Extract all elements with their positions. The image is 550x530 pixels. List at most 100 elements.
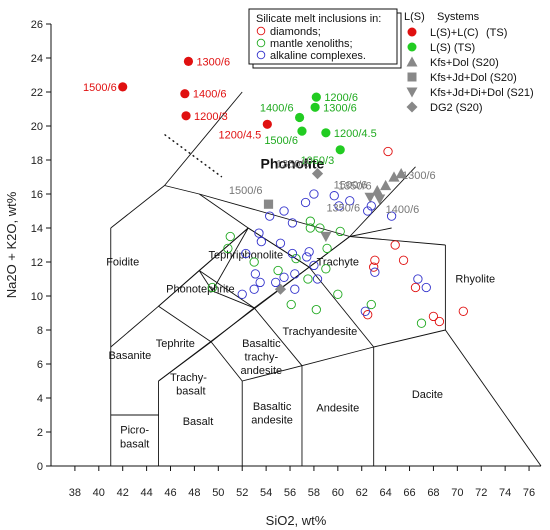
legend-item-suffix: (TS): [486, 27, 507, 39]
legend-item-label: L(S)+L(C): [430, 27, 479, 39]
point-annotation: 1400/6: [386, 204, 420, 216]
axes: 38 40 42 44 46 48 50 52 54 56 58 60 62 64 66 68 70 72 74 76…: [4, 19, 541, 528]
point-open-circle: [309, 189, 319, 199]
point-open-circle: [410, 282, 421, 293]
point-open-circle: [398, 255, 409, 265]
x-tick-label: 64: [380, 487, 392, 499]
y-tick-label: 2: [37, 427, 43, 439]
field-label: Trachy-: [170, 372, 207, 384]
point-open-circle: [334, 201, 344, 211]
point-open-circle: [304, 247, 314, 257]
legend-systems: L(S) Systems L(S)+L(C) (TS) L(S) (TS) Kfs+Dol…: [404, 11, 534, 114]
x-tick-label: 60: [332, 487, 344, 499]
point-open-circle: [312, 274, 323, 284]
tas-field-labels: Foidite Tephriphonolite Phonotephrite Tephr…: [106, 156, 495, 451]
x-tick-label: 70: [451, 487, 463, 499]
point-open-circle: [300, 197, 311, 208]
point-triangle-up: [388, 171, 400, 182]
tas-boundary-line: [301, 346, 374, 367]
point-filled-circle: [297, 126, 307, 136]
point-filled-circle: [183, 56, 194, 66]
point-open-circle: [370, 267, 380, 277]
legend-marker: [406, 101, 418, 113]
point-open-circle: [207, 282, 217, 293]
legend-marker: [407, 42, 417, 52]
y-tick-label: 22: [31, 87, 43, 99]
phonolite-label: Phonolite: [261, 156, 325, 172]
x-tick-label: 44: [140, 487, 152, 499]
point-open-circle: [390, 240, 400, 250]
field-label: basalt: [120, 438, 149, 450]
point-open-circle: [345, 196, 355, 206]
point-filled-circle: [310, 102, 320, 112]
field-label: Foidite: [106, 256, 139, 268]
point-open-circle: [286, 299, 296, 310]
legend-marker: [406, 56, 418, 67]
legend-item-label: Kfs+Jd+Dol (S20): [430, 72, 517, 84]
point-triangle-up: [380, 179, 392, 191]
point-open-circle: [311, 304, 321, 315]
field-label: Trachyte: [317, 256, 359, 268]
point-open-circle: [241, 248, 251, 259]
point-annotation: 1500/6: [264, 135, 298, 147]
y-tick-label: 0: [37, 461, 43, 473]
point-open-circle: [302, 252, 312, 262]
legend-marker: [256, 26, 266, 36]
y-tick-label: 16: [31, 189, 43, 201]
tas-boundary-line: [242, 365, 303, 382]
tas-boundary-line: [198, 270, 255, 309]
x-tick-label: 42: [117, 487, 129, 499]
point-open-circle: [386, 211, 397, 221]
point-open-circle: [237, 289, 247, 299]
x-tick-label: 58: [308, 487, 320, 499]
tas-boundary-line: [445, 329, 542, 467]
legend-item-label: diamonds;: [270, 26, 321, 38]
point-annotation: 1300/6: [402, 170, 436, 182]
point-annotation: 1500/6: [83, 82, 117, 94]
field-label: Tephriphonolite: [208, 250, 283, 262]
point-open-circle: [458, 306, 468, 316]
point-open-circle: [315, 223, 325, 233]
legend-marker: [407, 72, 417, 82]
point-annotation: 1200/6: [324, 92, 358, 104]
point-filled-circle: [118, 82, 128, 92]
field-label: Basalt: [183, 416, 214, 428]
x-tick-label: 52: [236, 487, 248, 499]
point-open-circle: [279, 206, 289, 216]
field-label: basalt: [176, 386, 205, 398]
x-tick-label: 54: [260, 487, 272, 499]
point-open-circle: [333, 289, 343, 299]
point-open-circle: [273, 265, 283, 276]
x-tick-label: 66: [403, 487, 415, 499]
point-open-circle: [360, 306, 370, 316]
field-label: trachy-: [245, 352, 279, 364]
point-open-circle: [322, 243, 332, 254]
point-open-circle: [225, 231, 235, 242]
point-filled-circle: [262, 119, 272, 129]
point-open-circle: [428, 311, 439, 322]
x-tick-label: 46: [164, 487, 176, 499]
point-open-circle: [321, 264, 331, 274]
point-open-circle: [249, 257, 259, 267]
point-open-circle: [279, 272, 289, 282]
y-tick-label: 26: [31, 19, 43, 31]
point-annotation: 1200/4.5: [334, 128, 377, 140]
point-open-circle: [416, 318, 427, 328]
legend-marker: [406, 87, 418, 98]
point-open-circle: [309, 260, 319, 271]
point-open-circle: [287, 248, 298, 259]
point-filled-circle: [180, 89, 190, 99]
legend-item-label: L(S) (TS): [430, 42, 475, 54]
point-open-circle: [366, 299, 376, 310]
tas-boundary-line: [198, 193, 249, 229]
tas-boundary-line: [158, 236, 351, 382]
legend-inclusions-title: Silicate melt inclusions in:: [256, 13, 381, 25]
point-annotation: 1500/6: [334, 180, 368, 192]
point-open-circle: [291, 253, 301, 264]
field-label: Basanite: [108, 350, 151, 362]
y-tick-label: 6: [37, 359, 43, 371]
point-open-circle: [329, 191, 339, 201]
tas-boundary-line: [110, 185, 165, 229]
point-open-circle: [287, 218, 298, 228]
legend-inclusions: Silicate melt inclusions in:diamonds;man…: [248, 8, 402, 69]
